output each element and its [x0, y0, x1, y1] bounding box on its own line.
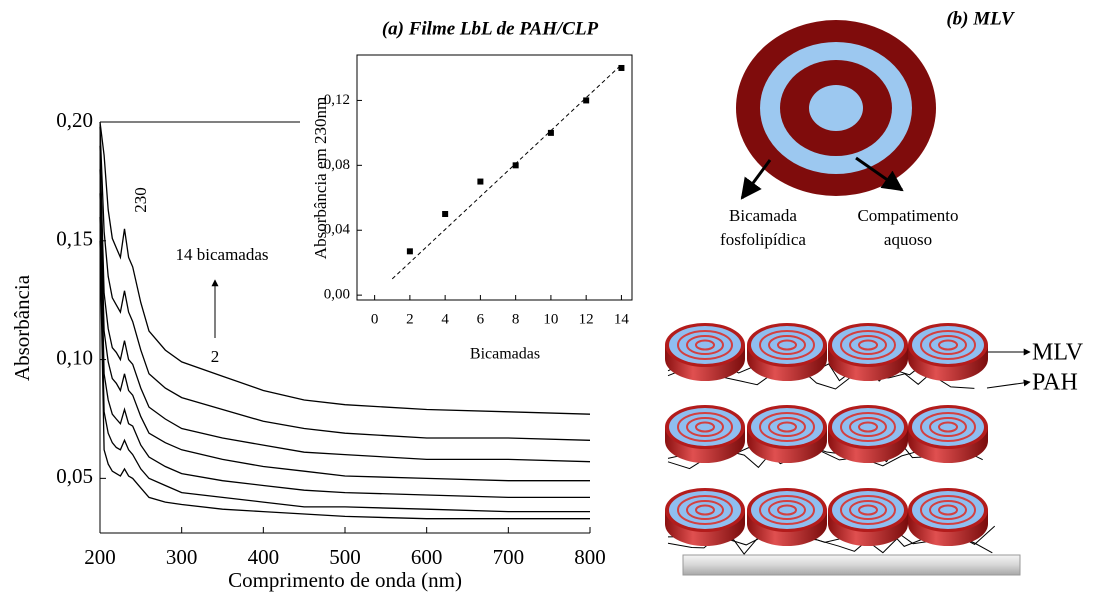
layer-label: MLV [1032, 340, 1084, 366]
data-point [548, 130, 554, 136]
y-axis-label: Absorbância em 230nm [311, 97, 330, 259]
x-tick-label: 700 [493, 545, 525, 569]
x-tick-label: 300 [166, 545, 198, 569]
layer-label: PAH [1032, 370, 1078, 396]
x-tick-label: 600 [411, 545, 443, 569]
x-axis-label: Bicamadas [470, 346, 540, 363]
arrow [987, 382, 1030, 388]
bilayer-label: Bicamada [729, 206, 797, 225]
annotation: 2 [211, 347, 220, 366]
data-point [513, 162, 519, 168]
x-tick-label: 800 [574, 545, 606, 569]
substrate [683, 555, 1020, 575]
figure: (b) MLV Bicamada fosfolipídica Compatime… [0, 0, 1105, 596]
y-tick-label: 0,10 [56, 345, 93, 369]
arrow [742, 160, 770, 198]
x-tick-label: 200 [84, 545, 116, 569]
bilayer-label: fosfolipídica [720, 230, 806, 249]
y-tick-label: 0,15 [56, 227, 93, 251]
x-tick-label: 0 [371, 311, 379, 327]
diagram-title: (b) MLV [946, 8, 1015, 29]
x-tick-label: 12 [579, 311, 594, 327]
y-tick-label: 0,00 [324, 287, 350, 303]
data-point [618, 65, 624, 71]
data-point [477, 179, 483, 185]
x-tick-label: 14 [614, 311, 630, 327]
y-tick-label: 0,20 [56, 108, 93, 132]
annotation: 230 [131, 187, 150, 213]
data-point [583, 97, 589, 103]
chart-title: (a) Filme LbL de PAH/CLP [382, 18, 599, 39]
x-tick-label: 10 [543, 311, 558, 327]
x-tick-label: 500 [329, 545, 361, 569]
x-tick-label: 8 [512, 311, 520, 327]
x-tick-label: 400 [248, 545, 280, 569]
plot-frame [357, 55, 632, 300]
x-tick-label: 4 [441, 311, 449, 327]
y-axis-label: Absorbância [10, 274, 34, 381]
y-tick-label: 0,05 [56, 464, 93, 488]
x-axis-label: Comprimento de onda (nm) [228, 568, 462, 592]
data-point [407, 248, 413, 254]
mlv-core [809, 85, 863, 131]
compartment-label: aquoso [884, 230, 932, 249]
compartment-label: Compatimento [857, 206, 958, 225]
x-tick-label: 6 [477, 311, 485, 327]
x-tick-label: 2 [406, 311, 414, 327]
annotation: 14 bicamadas [176, 245, 269, 264]
data-point [442, 211, 448, 217]
